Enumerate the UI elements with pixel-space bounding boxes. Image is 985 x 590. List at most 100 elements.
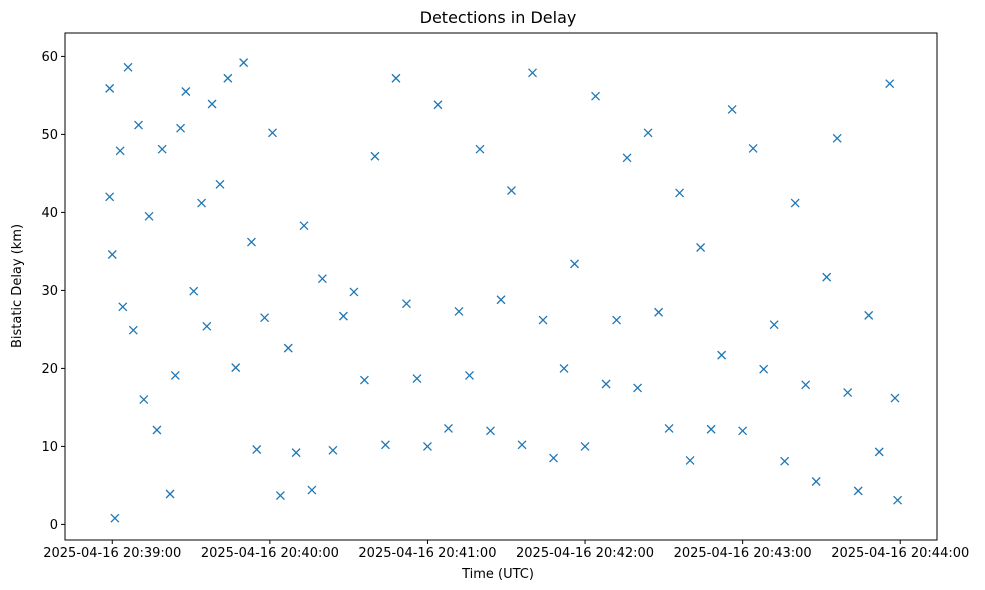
data-point bbox=[317, 274, 327, 284]
y-tick-label: 20 bbox=[41, 362, 58, 377]
y-tick-label: 50 bbox=[41, 128, 58, 143]
plot-frame bbox=[64, 32, 938, 541]
data-point bbox=[486, 426, 495, 436]
data-point bbox=[128, 325, 138, 335]
data-point bbox=[769, 320, 779, 330]
data-point bbox=[885, 79, 895, 89]
data-point bbox=[189, 286, 199, 296]
data-point bbox=[283, 343, 293, 353]
data-point bbox=[391, 73, 401, 83]
data-point bbox=[643, 128, 653, 138]
data-point bbox=[507, 186, 516, 196]
data-point bbox=[706, 424, 716, 434]
data-point bbox=[738, 426, 748, 436]
data-point bbox=[685, 455, 695, 465]
data-point bbox=[105, 192, 115, 202]
data-point bbox=[144, 211, 154, 221]
y-tick-label: 10 bbox=[41, 440, 58, 455]
data-point bbox=[727, 104, 737, 114]
data-point bbox=[110, 513, 120, 523]
data-point bbox=[893, 495, 903, 505]
axes-layer: 2025-04-16 20:39:00 2025-04-16 20:40:00 20… bbox=[41, 32, 969, 561]
data-point bbox=[380, 440, 390, 450]
data-point bbox=[252, 445, 262, 454]
data-point bbox=[157, 144, 167, 154]
data-point bbox=[118, 302, 128, 312]
data-point bbox=[591, 91, 601, 101]
data-point bbox=[622, 153, 632, 163]
data-point bbox=[123, 62, 133, 72]
data-point bbox=[696, 243, 706, 252]
data-point bbox=[528, 68, 537, 78]
data-point bbox=[612, 315, 622, 325]
data-point bbox=[454, 307, 464, 316]
data-point bbox=[874, 447, 884, 457]
data-point bbox=[759, 364, 769, 374]
data-point bbox=[231, 363, 241, 373]
data-point bbox=[675, 188, 685, 198]
data-point bbox=[748, 143, 758, 153]
data-point bbox=[202, 321, 212, 331]
data-point bbox=[338, 311, 348, 321]
data-point bbox=[370, 151, 380, 161]
data-point bbox=[115, 146, 125, 156]
data-point bbox=[496, 295, 506, 305]
data-point bbox=[107, 250, 117, 259]
data-point bbox=[223, 73, 233, 83]
chart-title: Detections in Delay bbox=[420, 8, 577, 27]
data-point bbox=[517, 440, 527, 450]
data-point bbox=[307, 485, 317, 495]
y-tick-label: 40 bbox=[41, 206, 58, 221]
data-point bbox=[176, 123, 186, 133]
data-point bbox=[239, 58, 249, 68]
data-point bbox=[152, 425, 162, 435]
data-point bbox=[275, 491, 285, 500]
data-point bbox=[247, 237, 256, 247]
data-point bbox=[601, 379, 611, 389]
data-point bbox=[433, 100, 443, 110]
data-point bbox=[580, 441, 590, 451]
data-point bbox=[170, 370, 180, 380]
data-point bbox=[570, 259, 580, 269]
data-point bbox=[215, 179, 225, 189]
data-point bbox=[822, 272, 832, 282]
data-point bbox=[843, 388, 853, 398]
data-point bbox=[181, 87, 191, 96]
data-point bbox=[790, 198, 800, 208]
data-point bbox=[134, 120, 144, 130]
data-point bbox=[139, 395, 149, 405]
data-point bbox=[207, 99, 217, 109]
y-tick-label: 60 bbox=[41, 50, 58, 65]
x-tick-label: 2025-04-16 20:41:00 bbox=[358, 546, 496, 561]
data-point bbox=[268, 128, 277, 138]
x-tick-label: 2025-04-16 20:44:00 bbox=[831, 546, 969, 561]
data-point bbox=[559, 363, 569, 373]
data-point bbox=[801, 380, 811, 390]
points-layer bbox=[105, 58, 903, 523]
data-point bbox=[412, 374, 422, 383]
data-point bbox=[811, 477, 821, 486]
x-tick-label: 2025-04-16 20:42:00 bbox=[516, 546, 654, 561]
data-point bbox=[197, 198, 207, 208]
data-point bbox=[359, 375, 369, 385]
data-point bbox=[853, 486, 863, 496]
data-point bbox=[654, 307, 664, 317]
data-point bbox=[260, 313, 270, 323]
data-point bbox=[717, 350, 727, 360]
y-tick-label: 30 bbox=[41, 284, 58, 299]
data-point bbox=[538, 315, 548, 325]
x-axis-label: Time (UTC) bbox=[461, 567, 534, 582]
data-point bbox=[422, 441, 432, 451]
data-point bbox=[465, 370, 474, 380]
x-tick-label: 2025-04-16 20:43:00 bbox=[674, 546, 812, 561]
data-point bbox=[549, 453, 558, 463]
data-point bbox=[105, 83, 115, 93]
data-point bbox=[291, 448, 301, 458]
x-tick-label: 2025-04-16 20:40:00 bbox=[201, 546, 339, 561]
y-axis-label: Bistatic Delay (km) bbox=[10, 224, 25, 348]
data-point bbox=[780, 456, 790, 466]
data-point bbox=[165, 489, 175, 499]
